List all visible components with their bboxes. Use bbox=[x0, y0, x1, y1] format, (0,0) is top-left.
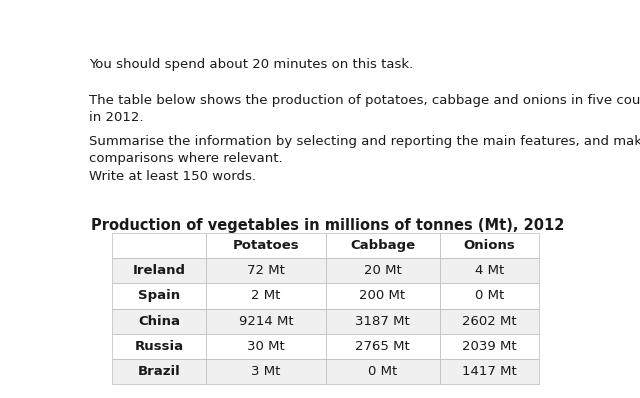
Text: 200 Mt: 200 Mt bbox=[360, 289, 406, 302]
Bar bbox=[326, 258, 440, 283]
Text: Brazil: Brazil bbox=[138, 365, 180, 378]
Text: 20 Mt: 20 Mt bbox=[364, 264, 401, 277]
Text: Potatoes: Potatoes bbox=[233, 239, 300, 252]
Text: Production of vegetables in millions of tonnes (Mt), 2012: Production of vegetables in millions of … bbox=[92, 218, 564, 233]
Bar bbox=[326, 308, 440, 334]
Text: 3187 Mt: 3187 Mt bbox=[355, 315, 410, 328]
Bar bbox=[440, 308, 539, 334]
Text: 0 Mt: 0 Mt bbox=[475, 289, 504, 302]
Bar bbox=[112, 334, 207, 359]
Text: 2039 Mt: 2039 Mt bbox=[462, 340, 516, 353]
Bar bbox=[207, 359, 326, 384]
Text: The table below shows the production of potatoes, cabbage and onions in five cou: The table below shows the production of … bbox=[89, 94, 640, 124]
Text: Summarise the information by selecting and reporting the main features, and make: Summarise the information by selecting a… bbox=[89, 135, 640, 165]
Text: Russia: Russia bbox=[135, 340, 184, 353]
Bar bbox=[440, 334, 539, 359]
Bar bbox=[326, 233, 440, 258]
Bar bbox=[112, 233, 207, 258]
Text: 4 Mt: 4 Mt bbox=[475, 264, 504, 277]
Bar bbox=[440, 283, 539, 308]
Bar bbox=[326, 359, 440, 384]
Bar bbox=[112, 258, 207, 283]
Bar bbox=[207, 233, 326, 258]
Text: China: China bbox=[138, 315, 180, 328]
Bar bbox=[440, 258, 539, 283]
Bar bbox=[326, 283, 440, 308]
Bar bbox=[112, 359, 207, 384]
Bar bbox=[207, 308, 326, 334]
Bar bbox=[207, 334, 326, 359]
Text: 2765 Mt: 2765 Mt bbox=[355, 340, 410, 353]
Text: 0 Mt: 0 Mt bbox=[368, 365, 397, 378]
Bar bbox=[207, 283, 326, 308]
Text: 9214 Mt: 9214 Mt bbox=[239, 315, 293, 328]
Text: 1417 Mt: 1417 Mt bbox=[462, 365, 516, 378]
Bar bbox=[440, 233, 539, 258]
Text: Spain: Spain bbox=[138, 289, 180, 302]
Text: Ireland: Ireland bbox=[133, 264, 186, 277]
Text: Write at least 150 words.: Write at least 150 words. bbox=[89, 170, 256, 183]
Text: 30 Mt: 30 Mt bbox=[247, 340, 285, 353]
Text: Onions: Onions bbox=[463, 239, 515, 252]
Text: 3 Mt: 3 Mt bbox=[252, 365, 281, 378]
Text: 72 Mt: 72 Mt bbox=[247, 264, 285, 277]
Text: Cabbage: Cabbage bbox=[350, 239, 415, 252]
Bar bbox=[440, 359, 539, 384]
Bar bbox=[112, 308, 207, 334]
Bar bbox=[112, 283, 207, 308]
Text: 2602 Mt: 2602 Mt bbox=[462, 315, 516, 328]
Bar bbox=[207, 258, 326, 283]
Text: 2 Mt: 2 Mt bbox=[252, 289, 281, 302]
Bar bbox=[326, 334, 440, 359]
Text: You should spend about 20 minutes on this task.: You should spend about 20 minutes on thi… bbox=[89, 59, 413, 72]
